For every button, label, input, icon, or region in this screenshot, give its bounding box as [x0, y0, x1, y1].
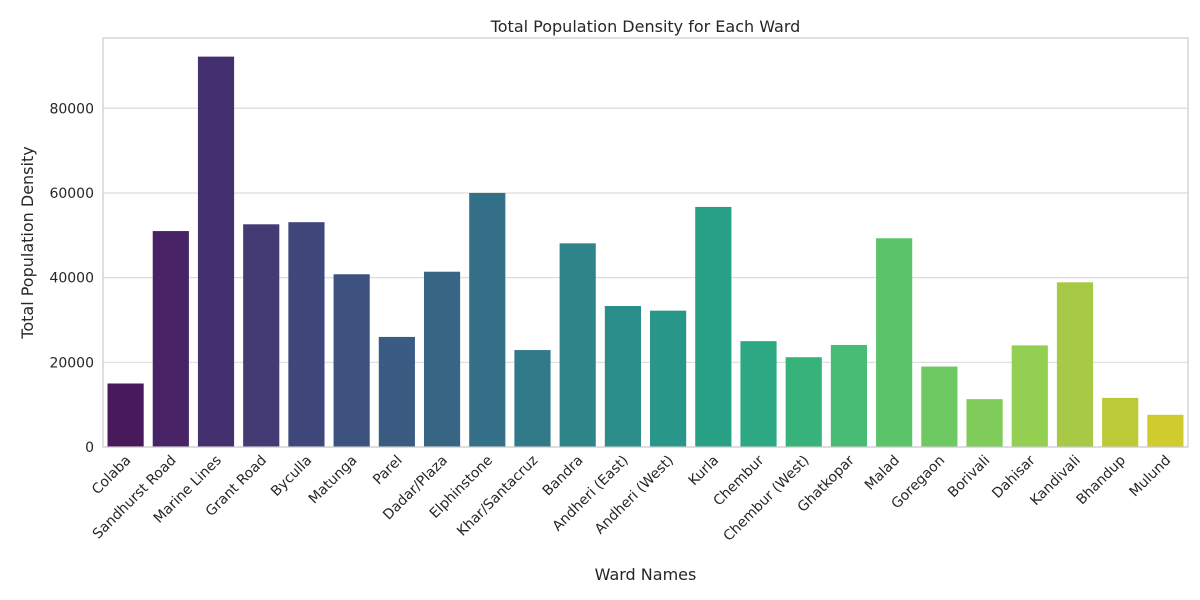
bar — [650, 310, 687, 447]
bar — [604, 306, 641, 447]
bar — [559, 243, 596, 447]
y-tick-label: 60000 — [49, 186, 94, 202]
x-tick-label: Colaba — [89, 453, 134, 498]
bar — [876, 238, 913, 447]
x-tick-label: Andheri (West) — [592, 453, 677, 538]
x-tick-label: Kurla — [686, 453, 722, 489]
x-tick-label: Bhandup — [1073, 452, 1129, 508]
bar — [1011, 345, 1048, 447]
x-tick-label: Matunga — [306, 453, 361, 508]
y-tick-label: 40000 — [49, 271, 94, 287]
x-tick-label: Chembur (West) — [720, 453, 812, 545]
bar — [243, 224, 280, 447]
bar — [107, 383, 144, 447]
bar — [423, 271, 461, 447]
bar — [830, 344, 868, 447]
x-tick-label: Kandivali — [1027, 453, 1083, 509]
bar — [695, 206, 732, 447]
x-tick-label: Parel — [370, 453, 406, 489]
bar — [378, 336, 415, 447]
bars — [107, 56, 1184, 448]
bar — [288, 222, 325, 447]
y-axis-label: Total Population Density — [18, 146, 37, 339]
plot-frame — [102, 37, 1189, 448]
bar — [740, 341, 777, 447]
y-tick-label: 80000 — [49, 101, 94, 117]
x-tick-label: Sandhurst Road — [90, 453, 180, 543]
bar — [1102, 397, 1139, 447]
x-tick-label: Mulund — [1127, 453, 1175, 501]
y-axis-ticks: 0 20000 40000 60000 80000 — [49, 101, 94, 456]
bar — [1056, 282, 1094, 447]
bar — [469, 192, 506, 447]
bar — [921, 366, 958, 447]
y-tick-label: 0 — [85, 440, 94, 456]
bar — [514, 350, 551, 447]
bar — [1147, 414, 1184, 447]
y-tick-label: 20000 — [49, 355, 94, 371]
bar — [333, 274, 370, 447]
bar — [152, 231, 189, 447]
x-tick-label: Khar/Santacruz — [454, 453, 541, 540]
x-tick-label: Malad — [862, 453, 903, 494]
bar — [966, 399, 1003, 447]
bar — [785, 357, 822, 447]
x-tick-label: Borivali — [945, 453, 993, 501]
chart-title: Total Population Density for Each Ward — [490, 17, 801, 36]
bar — [197, 56, 235, 448]
x-axis-label: Ward Names — [595, 565, 697, 584]
